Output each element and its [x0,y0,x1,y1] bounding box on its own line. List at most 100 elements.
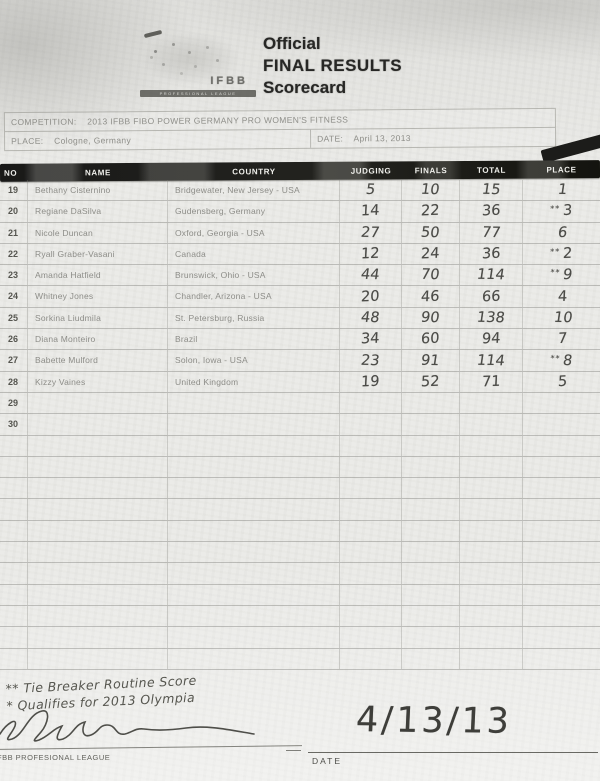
table-row [0,605,600,628]
handwritten-finals: 90 [420,309,441,327]
cell-competitor-name [28,478,168,499]
table-row [0,542,600,564]
handwritten-place [563,629,564,645]
handwritten-total: 71 [481,373,501,391]
cell-place: ** 3 [523,201,600,221]
column-header-finals: FINALS [414,165,448,175]
cell-country: Chandler, Arizona - USA [168,286,340,307]
column-header-name: NAME [84,167,112,177]
competition-cell: COMPETITION: 2013 IFBB FIBO POWER GERMAN… [5,110,348,131]
column-header-place: PLACE [546,164,577,174]
handwritten-total: 77 [480,224,502,241]
handwritten-finals: 24 [420,245,441,263]
cell-finals-score [402,648,460,669]
cell-country: Brazil [168,329,340,350]
cell-competitor-number [0,499,28,520]
handwritten-place [563,459,564,475]
cell-country: Gudensberg, Germany [168,201,340,222]
handwritten-place: 5 [557,373,569,390]
handwritten-judging: 27 [360,224,381,241]
cell-place: 10 [523,308,600,328]
table-row [0,435,600,457]
handwritten-judging: 19 [360,373,381,391]
cell-country [168,584,340,605]
cell-judging-score: 27 [340,222,402,243]
competition-value: 2013 IFBB FIBO POWER GERMANY PRO WOMEN'S… [87,114,349,127]
cell-place [523,436,600,456]
handwritten-judging: 12 [360,245,381,263]
cell-place: 7 [523,329,600,349]
cell-competitor-number [0,542,28,563]
handwritten-place [563,502,564,518]
title-line-scorecard: Scorecard [263,78,347,97]
document-title: Official FINAL RESULTS Scorecard [263,33,402,99]
column-header-no: NO [3,168,18,178]
ifbb-logo-subtext: PROFESSIONAL LEAGUE [140,90,256,97]
handwritten-place: 3 [562,203,574,220]
handwritten-judging: 5 [364,182,377,199]
cell-place [523,499,600,519]
handwritten-place: 2 [562,245,574,262]
cell-total-score: 114 [460,265,523,286]
date-line-dash [286,750,301,751]
table-header: NO NAME COUNTRY JUDGING FINALS TOTAL PLA… [0,160,600,182]
cell-competitor-name [28,605,168,627]
place-value: Cologne, Germany [54,135,132,146]
cell-country [168,499,340,520]
cell-finals-score [402,435,460,456]
tie-breaker-mark: ** [550,353,562,363]
cell-country [168,627,340,648]
cell-place [523,649,600,669]
cell-judging-score: 19 [340,371,402,392]
title-line-official: Official [263,34,321,53]
cell-competitor-number [0,563,28,584]
handwritten-place [562,395,564,411]
table-row [0,520,600,543]
cell-place [523,478,600,498]
cell-place [523,627,600,647]
cell-judging-score [340,478,402,499]
cell-place [523,521,600,541]
cell-place [523,542,600,562]
cell-country: Canada [168,243,340,265]
tie-breaker-mark: ** [550,204,561,214]
league-footer-label: FBB PROFESIONAL LEAGUE [0,753,111,762]
tie-breaker-mark [560,566,561,575]
cell-judging-score [340,435,402,456]
handwritten-place: 6 [557,224,569,241]
cell-country [168,435,340,456]
cell-finals-score [402,584,460,605]
cell-competitor-name [28,414,168,435]
cell-judging-score [340,563,402,584]
cell-finals-score: 10 [402,180,460,201]
cell-competitor-number: 30 [0,414,28,435]
handwritten-finals: 70 [420,267,441,284]
tie-breaker-mark [560,609,561,618]
cell-finals-score [402,499,460,520]
tie-breaker-mark [560,396,561,405]
date-signature-line [308,752,598,753]
table-row [0,478,600,500]
cell-competitor-name [28,456,168,478]
handwritten-place [562,566,564,582]
cell-judging-score [340,499,402,520]
cell-total-score [460,584,523,605]
cell-competitor-name: Bethany Cisternino [28,180,168,201]
cell-competitor-name: Sorkina Liudmila [28,307,168,329]
cell-competitor-name: Babette Mulford [28,350,168,371]
cell-country [168,542,340,563]
handwritten-finals: 50 [420,224,441,241]
date-footer-label: DATE [312,756,343,766]
cell-competitor-number [0,478,28,499]
cell-place: 1 [523,180,600,200]
tie-breaker-mark [555,183,556,192]
table-row: 26 Diana Monteiro Brazil 34 60 94 7 [0,329,600,351]
cell-total-score [460,456,523,478]
handwritten-place: 10 [552,309,574,327]
table-row: 20 Regiane DaSilva Gudensberg, Germany 1… [0,201,600,223]
cell-competitor-number: 19 [0,180,28,201]
cell-country: United Kingdom [168,371,340,392]
table-row: 21 Nicole Duncan Oxford, Georgia - USA 2… [0,222,600,244]
table-row: 19 Bethany Cisternino Bridgewater, New J… [0,180,600,202]
cell-competitor-name: Nicole Duncan [28,222,168,243]
